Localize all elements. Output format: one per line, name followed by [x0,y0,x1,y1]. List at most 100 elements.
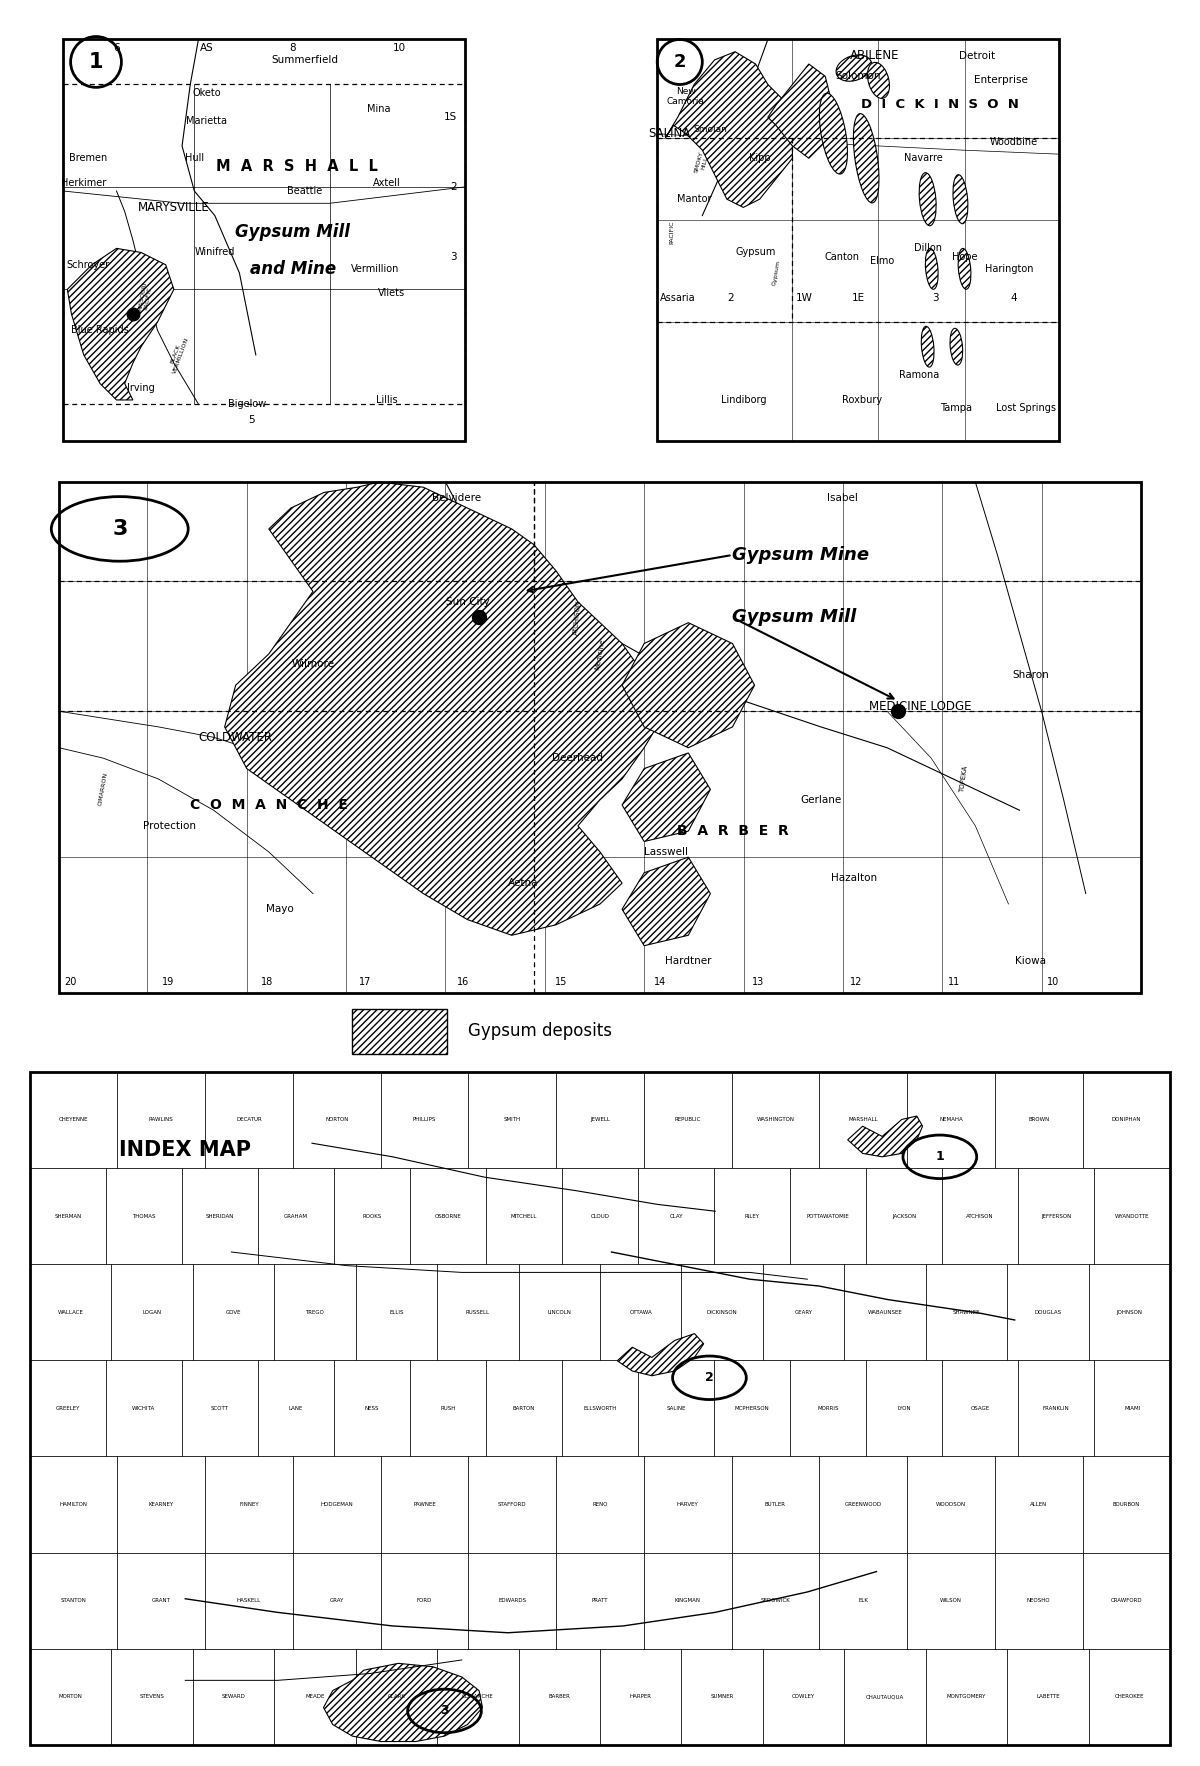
Bar [410,1360,486,1457]
Text: LANE: LANE [289,1406,304,1411]
Bar [1088,1264,1170,1360]
Text: DICKINSON: DICKINSON [707,1310,738,1314]
Text: GREENWOOD: GREENWOOD [845,1503,882,1506]
Bar [468,1552,556,1649]
Text: Gypsum Mill: Gypsum Mill [732,609,857,627]
Bar [486,1167,562,1264]
Bar [845,1264,926,1360]
Text: RENO: RENO [593,1503,607,1506]
Text: Lost Springs: Lost Springs [996,403,1056,413]
Text: Assaria: Assaria [660,293,696,302]
Bar [995,1552,1082,1649]
Bar [258,1360,334,1457]
Ellipse shape [925,249,938,290]
Bar [942,1360,1018,1457]
Bar [926,1264,1007,1360]
Ellipse shape [868,62,889,99]
Bar [182,1360,258,1457]
Text: Tampa: Tampa [941,403,972,413]
Bar [682,1264,763,1360]
Bar [907,1072,995,1167]
Text: FRANKLIN: FRANKLIN [1043,1406,1069,1411]
Text: Herkimer: Herkimer [61,178,107,187]
Bar [380,1552,468,1649]
Bar [30,1072,118,1167]
Text: SHERIDAN: SHERIDAN [205,1213,234,1219]
Text: JEWELL: JEWELL [590,1118,610,1123]
Text: REPUBLIC: REPUBLIC [674,1118,701,1123]
Text: RUSSELL: RUSSELL [466,1310,490,1314]
Text: NEOSHO: NEOSHO [1027,1598,1050,1604]
Text: Elmo: Elmo [870,256,895,265]
Text: SALINE: SALINE [666,1406,685,1411]
Text: 2: 2 [706,1370,714,1385]
Text: Belvidere: Belvidere [432,493,481,503]
Text: LOGAN: LOGAN [143,1310,162,1314]
Text: GREELEY: GREELEY [55,1406,80,1411]
Text: PHILLIPS: PHILLIPS [413,1118,437,1123]
Text: Roxbury: Roxbury [842,396,882,404]
Text: SUMNER: SUMNER [710,1694,734,1699]
Bar [732,1457,820,1552]
Text: DOUGLAS: DOUGLAS [1034,1310,1062,1314]
Text: BOURBON: BOURBON [1112,1503,1140,1506]
Polygon shape [617,1333,703,1376]
Bar [258,1167,334,1264]
Bar [866,1360,942,1457]
Bar [293,1072,380,1167]
Text: LINCOLN: LINCOLN [547,1310,571,1314]
Text: Hull: Hull [185,154,204,162]
Text: WASHINGTON: WASHINGTON [756,1118,794,1123]
Bar [106,1167,182,1264]
Text: MONTGOMERY: MONTGOMERY [947,1694,986,1699]
Text: Marietta: Marietta [186,117,227,127]
Bar [556,1072,644,1167]
Text: D  I  C  K  I  N  S  O  N: D I C K I N S O N [862,99,1019,111]
Bar [193,1264,274,1360]
Bar [205,1072,293,1167]
Text: 14: 14 [654,977,666,987]
Text: RAWLINS: RAWLINS [149,1118,174,1123]
Text: KEARNEY: KEARNEY [149,1503,174,1506]
Bar [205,1552,293,1649]
Text: NESS: NESS [365,1406,379,1411]
Text: GRANT: GRANT [152,1598,170,1604]
Text: WALLACE: WALLACE [58,1310,84,1314]
Text: MEADE: MEADE [305,1694,324,1699]
Text: Solomon: Solomon [835,71,881,81]
Bar [30,1649,112,1745]
Text: MEDICINE LODGE: MEDICINE LODGE [869,699,972,712]
Bar [468,1072,556,1167]
Text: Kipp: Kipp [749,154,770,162]
Text: HARVEY: HARVEY [677,1503,698,1506]
Text: PRATT: PRATT [592,1598,608,1604]
Text: GRAY: GRAY [330,1598,344,1604]
Text: Irving: Irving [127,383,155,392]
Bar [714,1360,790,1457]
Bar [907,1457,995,1552]
Text: Gypsum: Gypsum [736,247,775,258]
Text: FORD: FORD [416,1598,432,1604]
Bar [118,1552,205,1649]
Text: JEFFERSON: JEFFERSON [1042,1213,1072,1219]
Text: 19: 19 [162,977,174,987]
Text: ALLEN: ALLEN [1030,1503,1048,1506]
Text: JOHNSON: JOHNSON [1116,1310,1142,1314]
Text: 20: 20 [64,977,77,987]
Text: Ramona: Ramona [899,371,940,380]
Text: CLAY: CLAY [670,1213,683,1219]
Bar [682,1649,763,1745]
Text: Smolan: Smolan [694,125,727,134]
Text: Summerfield: Summerfield [271,55,338,65]
Bar [1018,1360,1094,1457]
Bar [1094,1167,1170,1264]
Ellipse shape [922,327,934,367]
Ellipse shape [950,328,962,366]
Bar [644,1072,732,1167]
Bar [732,1072,820,1167]
Bar [352,1008,446,1054]
Text: HAMILTON: HAMILTON [60,1503,88,1506]
Text: HARPER: HARPER [630,1694,652,1699]
Text: KINGMAN: KINGMAN [674,1598,701,1604]
Bar [30,1360,106,1457]
